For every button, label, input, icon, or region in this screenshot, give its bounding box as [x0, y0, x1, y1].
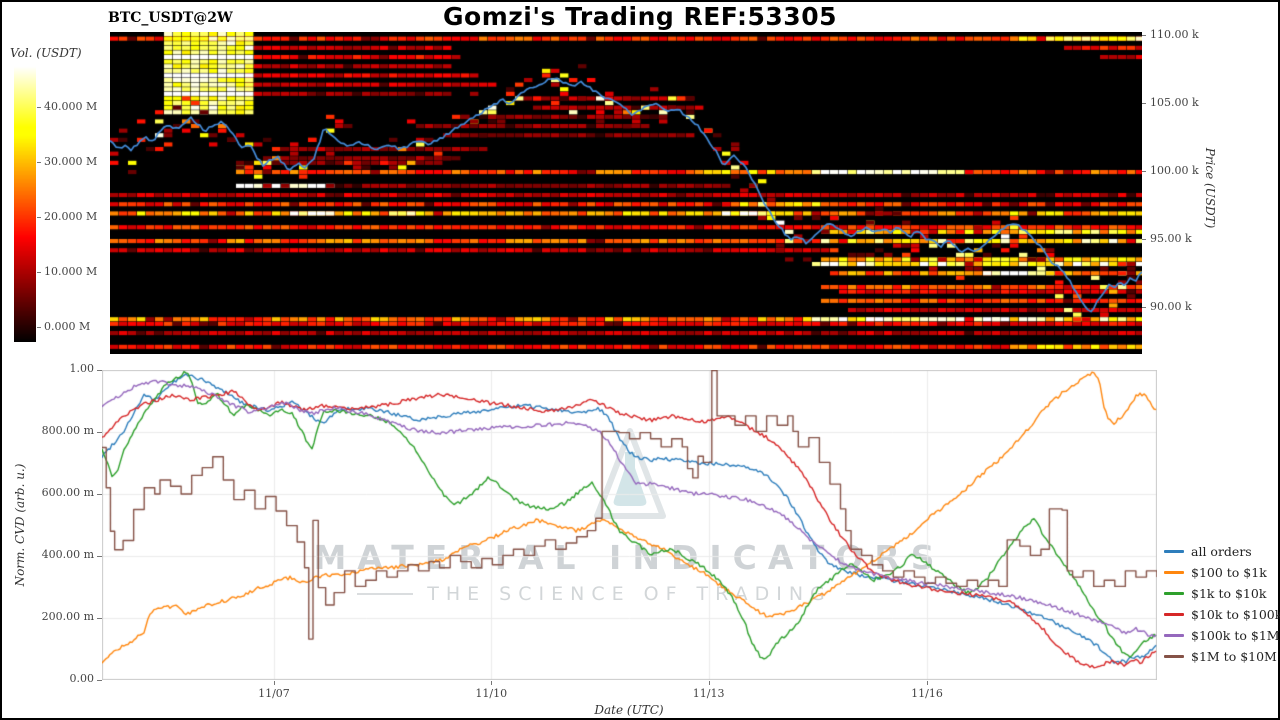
cvd-xtick-mark — [491, 681, 493, 685]
legend-swatch — [1164, 550, 1184, 553]
price-tick-mark — [1142, 35, 1146, 37]
price-tick-label: 110.00 k — [1150, 28, 1199, 42]
cvd-y-axis-label: Norm. CVD (arb. u.) — [13, 463, 27, 587]
cvd-xtick-label: 11/13 — [692, 687, 725, 700]
legend-item: $100k to $1M — [1164, 628, 1280, 643]
cvd-xtick-label: 11/07 — [258, 687, 290, 700]
legend-swatch — [1164, 571, 1184, 574]
colorbar-tick-mark — [37, 272, 41, 273]
cvd-xtick-mark — [927, 681, 928, 685]
colorbar-title: Vol. (USDT) — [10, 46, 82, 60]
cvd-ytick-mark — [97, 494, 102, 495]
legend-label: $1M to $10M — [1191, 649, 1277, 664]
cvd-xtick-label: 11/16 — [911, 687, 943, 700]
cvd-ytick-label: 1.00 — [69, 362, 95, 375]
legend-swatch — [1164, 655, 1184, 658]
legend-item: $1M to $10M — [1164, 649, 1280, 664]
colorbar-tick-mark — [37, 327, 41, 328]
cvd-ytick-mark — [97, 680, 102, 681]
legend-item: all orders — [1164, 544, 1280, 559]
price-tick-label: 95.00 k — [1150, 232, 1192, 246]
price-axis-label: Price (USDT) — [1203, 147, 1217, 229]
legend-label: all orders — [1191, 544, 1252, 559]
colorbar-tick-mark — [37, 217, 41, 218]
cvd-ytick-label: 200.00 m — [41, 610, 94, 623]
colorbar-tick-label: 40.000 M — [44, 100, 98, 113]
legend-item: $10k to $100k — [1164, 607, 1280, 622]
price-tick-mark — [1142, 103, 1146, 105]
page-title: Gomzi's Trading REF:53305 — [443, 2, 837, 31]
legend-swatch — [1164, 613, 1184, 616]
cvd-xtick-label: 11/10 — [475, 687, 508, 700]
legend: all orders $100 to $1k $1k to $10k $10k to … — [1164, 544, 1280, 664]
cvd-ytick-label: 0.00 — [69, 672, 95, 685]
cvd-ytick-mark — [97, 556, 102, 557]
cvd-xtick-mark — [708, 681, 710, 685]
legend-label: $100 to $1k — [1191, 565, 1267, 580]
price-tick-mark — [1142, 171, 1146, 173]
colorbar-tick-label: 20.000 M — [44, 210, 98, 223]
legend-item: $100 to $1k — [1164, 565, 1280, 580]
cvd-ytick-label: 600.00 m — [41, 486, 94, 499]
price-tick-mark — [1142, 239, 1146, 241]
cvd-plot-area: MATERIAL INDICATORS THE SCIENCE OF TRADI… — [102, 370, 1157, 680]
legend-item: $1k to $10k — [1164, 586, 1280, 601]
legend-swatch — [1164, 634, 1184, 637]
cvd-ytick-label: 800.00 m — [41, 424, 94, 437]
legend-label: $1k to $10k — [1191, 586, 1267, 601]
colorbar-tick-label: 0.000 M — [44, 320, 91, 333]
price-tick-label: 90.00 k — [1150, 300, 1192, 314]
cvd-xtick-mark — [273, 681, 275, 685]
cvd-chart-canvas — [102, 370, 1157, 680]
colorbar-tick-mark — [37, 162, 41, 163]
cvd-ytick-mark — [97, 618, 102, 619]
liquidity-heatmap-canvas — [110, 32, 1142, 354]
symbol-label: BTC_USDT@2W — [108, 10, 233, 26]
colorbar-tick-label: 10.000 M — [44, 265, 98, 278]
price-tick-label: 100.00 k — [1150, 164, 1199, 178]
legend-swatch — [1164, 592, 1184, 595]
price-tick-label: 105.00 k — [1150, 96, 1199, 110]
legend-label: $10k to $100k — [1191, 607, 1280, 622]
colorbar — [14, 66, 36, 342]
cvd-ytick-mark — [97, 370, 102, 371]
legend-label: $100k to $1M — [1191, 628, 1280, 643]
cvd-ytick-mark — [97, 432, 102, 433]
colorbar-tick-label: 30.000 M — [44, 155, 98, 168]
cvd-ytick-label: 400.00 m — [41, 548, 94, 561]
cvd-x-axis-label: Date (UTC) — [594, 703, 664, 717]
colorbar-tick-mark — [37, 107, 41, 108]
price-tick-mark — [1142, 307, 1146, 309]
